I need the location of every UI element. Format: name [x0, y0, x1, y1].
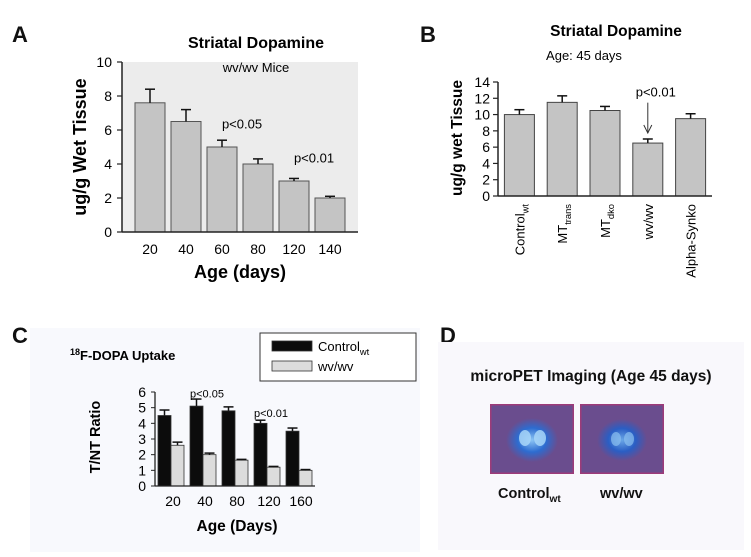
chart-a-xtick-label: 60	[214, 241, 230, 257]
panel-label-d: D	[440, 323, 456, 348]
chart-b-ytick-label: 2	[482, 172, 490, 188]
chart-a-bar	[278, 180, 310, 233]
chart-b-xtick-label: Controlwt	[512, 204, 530, 256]
chart-c-legend-swatch	[271, 340, 313, 352]
chart-c-title: 18F-DOPA Uptake	[70, 347, 175, 363]
chart-a-bar	[170, 121, 202, 233]
chart-c-bar-control	[157, 415, 172, 487]
chart-c-bar-wvwv	[266, 466, 281, 487]
chart-c-bar-wvwv	[298, 469, 313, 487]
chart-a-annotation: p<0.01	[294, 150, 334, 165]
chart-b-xtick-label: wv/wv	[641, 204, 656, 241]
chart-b-bar	[546, 101, 578, 197]
chart-b: Striatal Dopamine Age: 45 days Controlwt MT…	[449, 23, 712, 278]
chart-c-legend-label: Controlwt	[318, 339, 370, 357]
chart-a-ytick-label: 0	[104, 224, 112, 240]
chart-a-ytick-label: 10	[96, 54, 112, 70]
chart-b-title: Striatal Dopamine	[550, 23, 682, 40]
chart-c-ytick-label: 3	[138, 431, 146, 447]
chart-b-ytick-label: 10	[474, 107, 490, 123]
chart-c-bar-wvwv	[234, 459, 249, 487]
chart-b-ylabel: ug/g wet Tissue	[449, 80, 466, 196]
pet-scan-wvwv-image	[578, 402, 666, 476]
chart-c-bar-control	[253, 422, 268, 487]
chart-c-legend: Controlwt wv/wv	[259, 332, 417, 382]
chart-c-ytick-label: 0	[138, 478, 146, 494]
pet-label-control: Controlwt	[498, 486, 561, 505]
chart-b-ytick-label: 6	[482, 139, 490, 155]
chart-b-bar	[503, 114, 535, 197]
chart-a-xtick-label: 80	[250, 241, 266, 257]
chart-c-bar-control	[285, 430, 300, 487]
chart-a-bar	[206, 146, 238, 233]
chart-c-bar-control	[189, 405, 204, 487]
panel-label-b: B	[420, 22, 436, 47]
chart-a-bar	[134, 102, 166, 233]
chart-a-xtick-label: 40	[178, 241, 194, 257]
chart-c-legend-swatch	[271, 360, 313, 372]
micropet-title: microPET Imaging (Age 45 days)	[470, 368, 712, 385]
pet-scan-control-image	[488, 402, 576, 476]
pet-label-control-text: Control	[498, 486, 550, 502]
chart-b-annotation-arrowhead	[643, 124, 653, 135]
chart-a-title: Striatal Dopamine	[188, 35, 324, 52]
chart-b-ytick-label: 14	[474, 74, 490, 90]
chart-a-xtick-label: 20	[142, 241, 158, 257]
chart-c-ylabel: T/NT Ratio	[88, 401, 104, 474]
chart-b-bar	[675, 118, 707, 197]
chart-a-bar	[242, 163, 274, 233]
pet-image-wvwv	[578, 402, 666, 476]
chart-b-ytick-label: 0	[482, 188, 490, 204]
chart-b-xtick-label: MTdko	[598, 204, 616, 238]
chart-b-ytick-label: 12	[474, 90, 490, 106]
chart-b-annotation: p<0.01	[636, 85, 676, 100]
panel-label-a: A	[12, 22, 28, 47]
micropet-panel: microPET Imaging (Age 45 days)	[438, 342, 744, 550]
chart-c-xtick-label: 80	[229, 493, 245, 509]
pet-label-control-sub: wt	[549, 493, 561, 505]
chart-c-legend-label: wv/wv	[317, 359, 354, 374]
chart-b-bar	[632, 142, 664, 197]
chart-c-xlabel: Age (Days)	[197, 518, 278, 535]
chart-c-ytick-label: 5	[138, 400, 146, 416]
chart-c-bar-wvwv	[202, 454, 217, 487]
chart-a-ytick-label: 8	[104, 88, 112, 104]
pet-image-control	[488, 402, 576, 476]
chart-c-ytick-label: 6	[138, 384, 146, 400]
chart-c-ytick-label: 2	[138, 447, 146, 463]
chart-b-ytick-label: 8	[482, 123, 490, 139]
chart-c-bar-control	[221, 410, 236, 487]
chart-a-xtick-label: 120	[282, 241, 306, 257]
chart-a-ytick-label: 2	[104, 190, 112, 206]
chart-c-bar-wvwv	[170, 444, 185, 487]
chart-b-xtick-label: MTtrans	[555, 204, 573, 244]
chart-a-subtitle: wv/wv Mice	[222, 60, 289, 75]
chart-c-xtick-label: 40	[197, 493, 213, 509]
chart-a-xtick-label: 140	[318, 241, 342, 257]
chart-a-annotation: p<0.05	[222, 116, 262, 131]
pet-label-wvwv: wv/wv	[600, 486, 643, 502]
chart-c-xtick-label: 120	[257, 493, 281, 509]
chart-a-xlabel: Age (days)	[194, 262, 286, 282]
chart-a-bar	[314, 197, 346, 233]
chart-c-xtick-label: 20	[165, 493, 181, 509]
chart-c-ytick-label: 1	[138, 462, 146, 478]
chart-b-xtick-label: Alpha-Synko	[684, 204, 699, 278]
chart-a-ytick-label: 4	[104, 156, 112, 172]
chart-b-bar	[589, 110, 621, 197]
chart-c-annotation: p<0.01	[254, 408, 288, 420]
chart-a-ytick-label: 6	[104, 122, 112, 138]
chart-b-ytick-label: 4	[482, 155, 490, 171]
chart-c-ytick-label: 4	[138, 415, 146, 431]
panel-label-c: C	[12, 323, 28, 348]
chart-a-ylabel: ug/g Wet Tissue	[70, 78, 90, 215]
chart-b-subtitle: Age: 45 days	[546, 48, 622, 63]
chart-c-annotation: p<0.05	[190, 388, 224, 400]
chart-c-xtick-label: 160	[289, 493, 313, 509]
